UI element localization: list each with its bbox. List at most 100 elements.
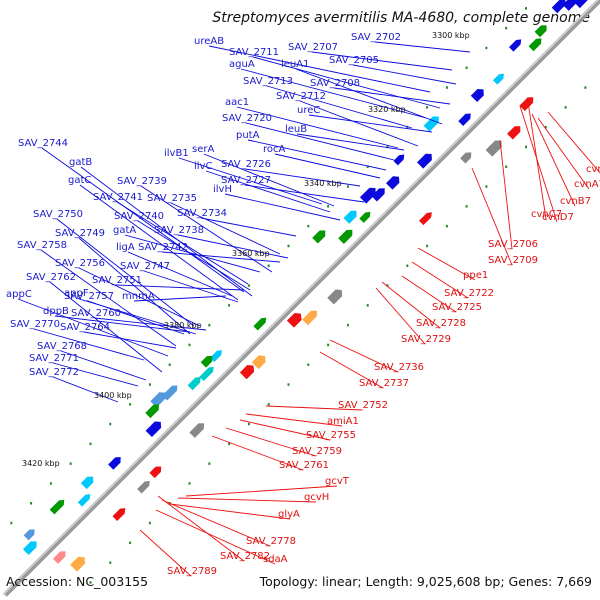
minor-tick	[386, 284, 389, 287]
forward-gene-leader-line	[143, 270, 239, 303]
forward-gene-block	[80, 476, 94, 490]
forward-gene-label: putA	[236, 130, 260, 141]
reverse-gene-block	[251, 355, 266, 370]
forward-gene-leader-line	[274, 153, 381, 179]
gene-shape	[209, 350, 222, 363]
forward-gene-label: ilvH	[213, 184, 232, 195]
minor-tick	[327, 343, 330, 347]
reverse-gene-label: SAV_2761	[279, 460, 329, 471]
forward-gene-leader-line	[200, 217, 297, 237]
gene-shape	[112, 508, 126, 521]
reverse-gene-leader-line	[319, 351, 384, 389]
forward-gene-block	[492, 73, 504, 85]
minor-tick	[564, 106, 567, 109]
minor-tick	[346, 185, 349, 188]
forward-gene-leader-line	[244, 168, 361, 187]
minor-tick	[465, 205, 468, 208]
forward-gene-leader-line	[161, 251, 281, 263]
kbp-tick-label: 3380 kbp	[164, 321, 202, 330]
gene-shape	[23, 529, 35, 541]
kbp-tick-label: 3400 kbp	[94, 391, 132, 400]
gene-shape	[509, 39, 522, 52]
gene-shape	[162, 385, 178, 401]
reverse-gene-label: amiA1	[327, 416, 359, 427]
gene-shape	[519, 97, 534, 111]
minor-tick	[109, 422, 112, 426]
reverse-gene-leader-line	[375, 287, 426, 345]
reverse-gene-label: cvnC7	[531, 209, 562, 220]
reverse-gene-leader-line	[411, 261, 469, 299]
forward-gene-label: SAV_2747	[120, 261, 170, 272]
minor-tick	[287, 383, 290, 386]
minor-tick	[346, 323, 349, 327]
forward-gene-leader-line	[177, 234, 289, 259]
minor-tick	[307, 363, 310, 366]
minor-tick	[485, 46, 488, 50]
reverse-gene-label: SAV_2736	[374, 362, 424, 373]
forward-gene-leader-line	[127, 251, 233, 297]
forward-gene-leader-line	[78, 267, 201, 327]
forward-gene-block	[534, 25, 547, 38]
forward-gene-leader-line	[54, 315, 191, 333]
forward-gene-block	[371, 188, 385, 202]
reverse-gene-leader-line	[499, 139, 513, 250]
forward-gene-leader-line	[79, 184, 239, 301]
kbp-tick-label: 3340 kbp	[304, 179, 342, 188]
forward-gene-leader-line	[80, 166, 253, 297]
forward-gene-leader-line	[94, 317, 207, 331]
gene-shape	[417, 153, 432, 169]
minor-tick	[228, 442, 231, 446]
forward-gene-label: dppB	[43, 306, 69, 317]
reverse-gene-leader-line	[185, 485, 338, 497]
reverse-gene-leader-line	[169, 503, 291, 520]
reverse-gene-leader-line	[161, 499, 271, 547]
gene-shape	[528, 38, 542, 52]
reverse-gene-leader-line	[381, 281, 441, 329]
forward-gene-leader-line	[352, 64, 457, 85]
forward-gene-block	[187, 377, 201, 391]
reverse-gene-block	[239, 365, 255, 380]
accession-text: Accession: NC_003155	[6, 574, 149, 589]
gene-shape	[52, 551, 66, 564]
gene-shape	[460, 152, 472, 164]
forward-gene-label: leuB	[285, 124, 307, 135]
forward-gene-label: SAV_2772	[29, 367, 79, 378]
forward-gene-leader-line	[170, 202, 281, 255]
forward-gene-label: SAV_2734	[177, 208, 227, 219]
gene-shape	[393, 154, 405, 166]
forward-gene-block	[343, 210, 357, 224]
forward-gene-leader-line	[308, 114, 433, 133]
forward-gene-block	[23, 529, 35, 541]
forward-gene-leader-line	[116, 201, 249, 285]
minor-tick	[69, 462, 72, 465]
reverse-gene-leader-line	[537, 117, 590, 190]
minor-tick	[445, 86, 448, 89]
forward-gene-block	[393, 154, 405, 166]
forward-gene-label: SAV_2707	[288, 42, 338, 53]
forward-gene-label: appF	[64, 288, 89, 299]
reverse-gene-block	[507, 126, 521, 140]
forward-gene-label: SAV_2758	[17, 240, 67, 251]
forward-gene-label: SAV_2727	[221, 175, 271, 186]
forward-gene-leader-line	[115, 284, 245, 291]
minor-tick	[505, 165, 508, 168]
reverse-gene-label: SAV_2729	[401, 334, 451, 345]
forward-gene-label: ilvB1	[164, 148, 189, 159]
forward-gene-leader-line	[52, 376, 119, 403]
forward-gene-leader-line	[140, 185, 273, 273]
forward-gene-block	[253, 317, 267, 331]
forward-gene-label: SAV_2751	[92, 275, 142, 286]
minor-tick	[148, 521, 151, 525]
forward-gene-label: SAV_2771	[29, 353, 79, 364]
forward-gene-label: SAV_2708	[310, 78, 360, 89]
reverse-gene-block	[302, 310, 317, 326]
minor-tick	[327, 205, 330, 208]
minor-tick	[406, 264, 409, 267]
forward-gene-leader-line	[124, 234, 261, 273]
forward-gene-label: SAV_2741	[93, 192, 143, 203]
gene-shape	[343, 210, 357, 224]
forward-gene-block	[458, 113, 471, 126]
gene-shape	[108, 457, 121, 470]
forward-gene-leader-line	[299, 100, 419, 147]
minor-tick	[247, 422, 250, 426]
